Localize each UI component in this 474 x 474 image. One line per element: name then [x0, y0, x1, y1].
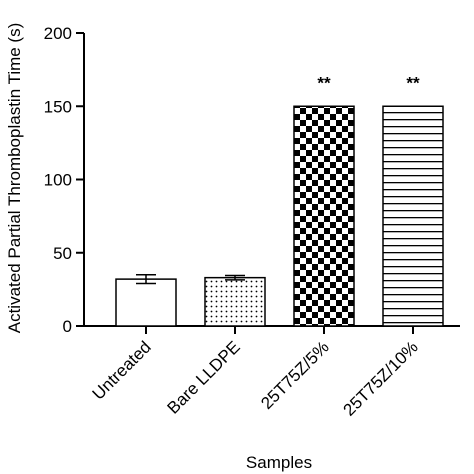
significance-label-2: ** — [317, 73, 331, 92]
x-category-label-3: 25T75Z/10% — [340, 337, 422, 419]
x-category-label-1: Bare LLDPE — [164, 337, 244, 417]
y-tick-label: 50 — [53, 244, 72, 263]
y-tick-label: 200 — [44, 24, 72, 43]
y-tick-label: 0 — [63, 317, 72, 336]
significance-label-3: ** — [406, 73, 420, 92]
x-category-label-0: Untreated — [89, 337, 155, 403]
bar-3 — [382, 105, 444, 327]
y-tick-label: 150 — [44, 97, 72, 116]
bar-2 — [293, 105, 355, 327]
labels: 0 50 100 150 200 Untreated Bare LLDPE ** 25T75Z/… — [44, 24, 422, 420]
x-category-label-2: 25T75Z/5% — [257, 337, 333, 413]
y-axis-title: Activated Partial Thromboplastin Time (s… — [5, 23, 24, 334]
bars — [115, 105, 444, 327]
x-axis-title: Samples — [246, 453, 312, 472]
bar-0 — [115, 278, 177, 327]
bar-1 — [204, 276, 266, 327]
y-tick-label: 100 — [44, 171, 72, 190]
